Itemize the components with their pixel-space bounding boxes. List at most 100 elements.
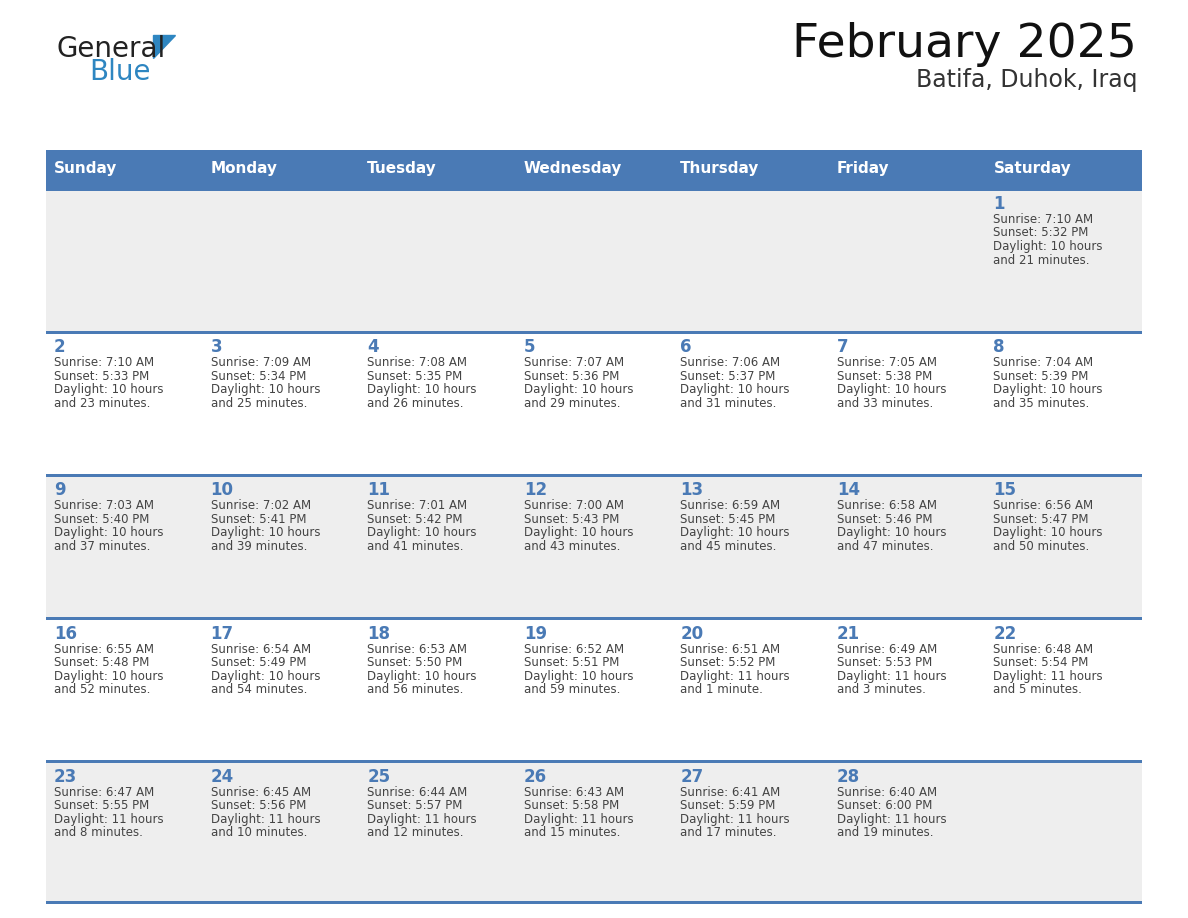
Text: and 47 minutes.: and 47 minutes. [836, 540, 934, 553]
Text: Sunset: 5:34 PM: Sunset: 5:34 PM [210, 370, 307, 383]
Text: Sunset: 5:54 PM: Sunset: 5:54 PM [993, 656, 1089, 669]
Text: and 50 minutes.: and 50 minutes. [993, 540, 1089, 553]
Text: and 5 minutes.: and 5 minutes. [993, 683, 1082, 696]
Text: and 54 minutes.: and 54 minutes. [210, 683, 307, 696]
Text: and 56 minutes.: and 56 minutes. [367, 683, 463, 696]
Text: 2: 2 [53, 338, 65, 356]
Text: Sunrise: 7:07 AM: Sunrise: 7:07 AM [524, 356, 624, 369]
Text: Sunset: 5:41 PM: Sunset: 5:41 PM [210, 513, 307, 526]
Text: Thursday: Thursday [681, 162, 759, 176]
Text: Sunrise: 6:56 AM: Sunrise: 6:56 AM [993, 499, 1093, 512]
Bar [46, 760, 1142, 763]
Text: and 43 minutes.: and 43 minutes. [524, 540, 620, 553]
Text: and 25 minutes.: and 25 minutes. [210, 397, 307, 409]
Text: Sunrise: 7:06 AM: Sunrise: 7:06 AM [681, 356, 781, 369]
Bar [46, 901, 1142, 904]
Text: Sunrise: 6:45 AM: Sunrise: 6:45 AM [210, 786, 311, 799]
Text: Sunrise: 7:08 AM: Sunrise: 7:08 AM [367, 356, 467, 369]
Bar [46, 475, 1142, 618]
Text: and 35 minutes.: and 35 minutes. [993, 397, 1089, 409]
Text: and 59 minutes.: and 59 minutes. [524, 683, 620, 696]
Text: Sunrise: 7:09 AM: Sunrise: 7:09 AM [210, 356, 311, 369]
Text: 14: 14 [836, 481, 860, 499]
Text: and 10 minutes.: and 10 minutes. [210, 826, 307, 839]
Text: Daylight: 10 hours: Daylight: 10 hours [524, 526, 633, 540]
Text: Daylight: 10 hours: Daylight: 10 hours [836, 526, 947, 540]
Text: 25: 25 [367, 767, 391, 786]
Text: Sunset: 5:37 PM: Sunset: 5:37 PM [681, 370, 776, 383]
Text: 15: 15 [993, 481, 1017, 499]
Text: 16: 16 [53, 624, 77, 643]
Text: Daylight: 11 hours: Daylight: 11 hours [681, 669, 790, 683]
Text: and 31 minutes.: and 31 minutes. [681, 397, 777, 409]
Text: and 1 minute.: and 1 minute. [681, 683, 763, 696]
Text: Sunset: 5:40 PM: Sunset: 5:40 PM [53, 513, 150, 526]
Text: and 12 minutes.: and 12 minutes. [367, 826, 463, 839]
Text: Sunrise: 6:51 AM: Sunrise: 6:51 AM [681, 643, 781, 655]
Text: Wednesday: Wednesday [524, 162, 623, 176]
Text: Sunday: Sunday [53, 162, 118, 176]
Text: Sunset: 5:55 PM: Sunset: 5:55 PM [53, 800, 150, 812]
Text: Sunrise: 6:53 AM: Sunrise: 6:53 AM [367, 643, 467, 655]
Text: Sunrise: 7:02 AM: Sunrise: 7:02 AM [210, 499, 311, 512]
Text: Daylight: 11 hours: Daylight: 11 hours [993, 669, 1102, 683]
Bar [46, 330, 1142, 334]
Text: and 19 minutes.: and 19 minutes. [836, 826, 934, 839]
Text: 3: 3 [210, 338, 222, 356]
Bar [46, 618, 1142, 761]
Text: 21: 21 [836, 624, 860, 643]
Text: Sunrise: 6:58 AM: Sunrise: 6:58 AM [836, 499, 937, 512]
Text: 6: 6 [681, 338, 691, 356]
Text: Sunrise: 6:48 AM: Sunrise: 6:48 AM [993, 643, 1093, 655]
Text: 12: 12 [524, 481, 546, 499]
Text: Daylight: 11 hours: Daylight: 11 hours [367, 812, 476, 826]
Text: and 3 minutes.: and 3 minutes. [836, 683, 925, 696]
Text: and 29 minutes.: and 29 minutes. [524, 397, 620, 409]
Text: Sunset: 5:49 PM: Sunset: 5:49 PM [210, 656, 307, 669]
Text: Monday: Monday [210, 162, 278, 176]
Text: Sunrise: 6:43 AM: Sunrise: 6:43 AM [524, 786, 624, 799]
Text: Daylight: 10 hours: Daylight: 10 hours [53, 669, 164, 683]
Text: Sunset: 5:56 PM: Sunset: 5:56 PM [210, 800, 307, 812]
Text: 7: 7 [836, 338, 848, 356]
Text: Sunrise: 7:01 AM: Sunrise: 7:01 AM [367, 499, 467, 512]
Text: Daylight: 10 hours: Daylight: 10 hours [524, 669, 633, 683]
Text: Sunset: 5:51 PM: Sunset: 5:51 PM [524, 656, 619, 669]
Text: Daylight: 10 hours: Daylight: 10 hours [993, 526, 1102, 540]
Text: Sunrise: 6:41 AM: Sunrise: 6:41 AM [681, 786, 781, 799]
Bar [46, 187, 1142, 191]
Text: Daylight: 11 hours: Daylight: 11 hours [210, 812, 321, 826]
Text: Sunset: 6:00 PM: Sunset: 6:00 PM [836, 800, 933, 812]
Text: Sunrise: 7:03 AM: Sunrise: 7:03 AM [53, 499, 154, 512]
Text: 19: 19 [524, 624, 546, 643]
Bar [46, 474, 1142, 476]
Text: Daylight: 10 hours: Daylight: 10 hours [836, 383, 947, 397]
Text: Sunset: 5:45 PM: Sunset: 5:45 PM [681, 513, 776, 526]
Text: Daylight: 11 hours: Daylight: 11 hours [836, 812, 947, 826]
Text: Batifa, Duhok, Iraq: Batifa, Duhok, Iraq [916, 68, 1137, 92]
Text: Daylight: 11 hours: Daylight: 11 hours [681, 812, 790, 826]
Text: Sunrise: 7:05 AM: Sunrise: 7:05 AM [836, 356, 937, 369]
Text: and 33 minutes.: and 33 minutes. [836, 397, 933, 409]
Text: and 17 minutes.: and 17 minutes. [681, 826, 777, 839]
Text: 24: 24 [210, 767, 234, 786]
Text: 8: 8 [993, 338, 1005, 356]
Text: Daylight: 10 hours: Daylight: 10 hours [993, 240, 1102, 253]
Text: Saturday: Saturday [993, 162, 1072, 176]
Text: Sunset: 5:59 PM: Sunset: 5:59 PM [681, 800, 776, 812]
Bar [46, 188, 1142, 331]
Text: and 37 minutes.: and 37 minutes. [53, 540, 151, 553]
Text: Friday: Friday [836, 162, 890, 176]
Text: Sunset: 5:46 PM: Sunset: 5:46 PM [836, 513, 933, 526]
Text: Tuesday: Tuesday [367, 162, 437, 176]
Text: Daylight: 10 hours: Daylight: 10 hours [367, 669, 476, 683]
Text: Sunrise: 6:47 AM: Sunrise: 6:47 AM [53, 786, 154, 799]
Text: and 41 minutes.: and 41 minutes. [367, 540, 463, 553]
Text: Blue: Blue [89, 58, 151, 86]
Text: 27: 27 [681, 767, 703, 786]
Text: Daylight: 10 hours: Daylight: 10 hours [524, 383, 633, 397]
Text: Sunrise: 6:54 AM: Sunrise: 6:54 AM [210, 643, 311, 655]
Text: Sunrise: 6:59 AM: Sunrise: 6:59 AM [681, 499, 781, 512]
Text: Daylight: 11 hours: Daylight: 11 hours [53, 812, 164, 826]
Text: Sunset: 5:32 PM: Sunset: 5:32 PM [993, 227, 1089, 240]
